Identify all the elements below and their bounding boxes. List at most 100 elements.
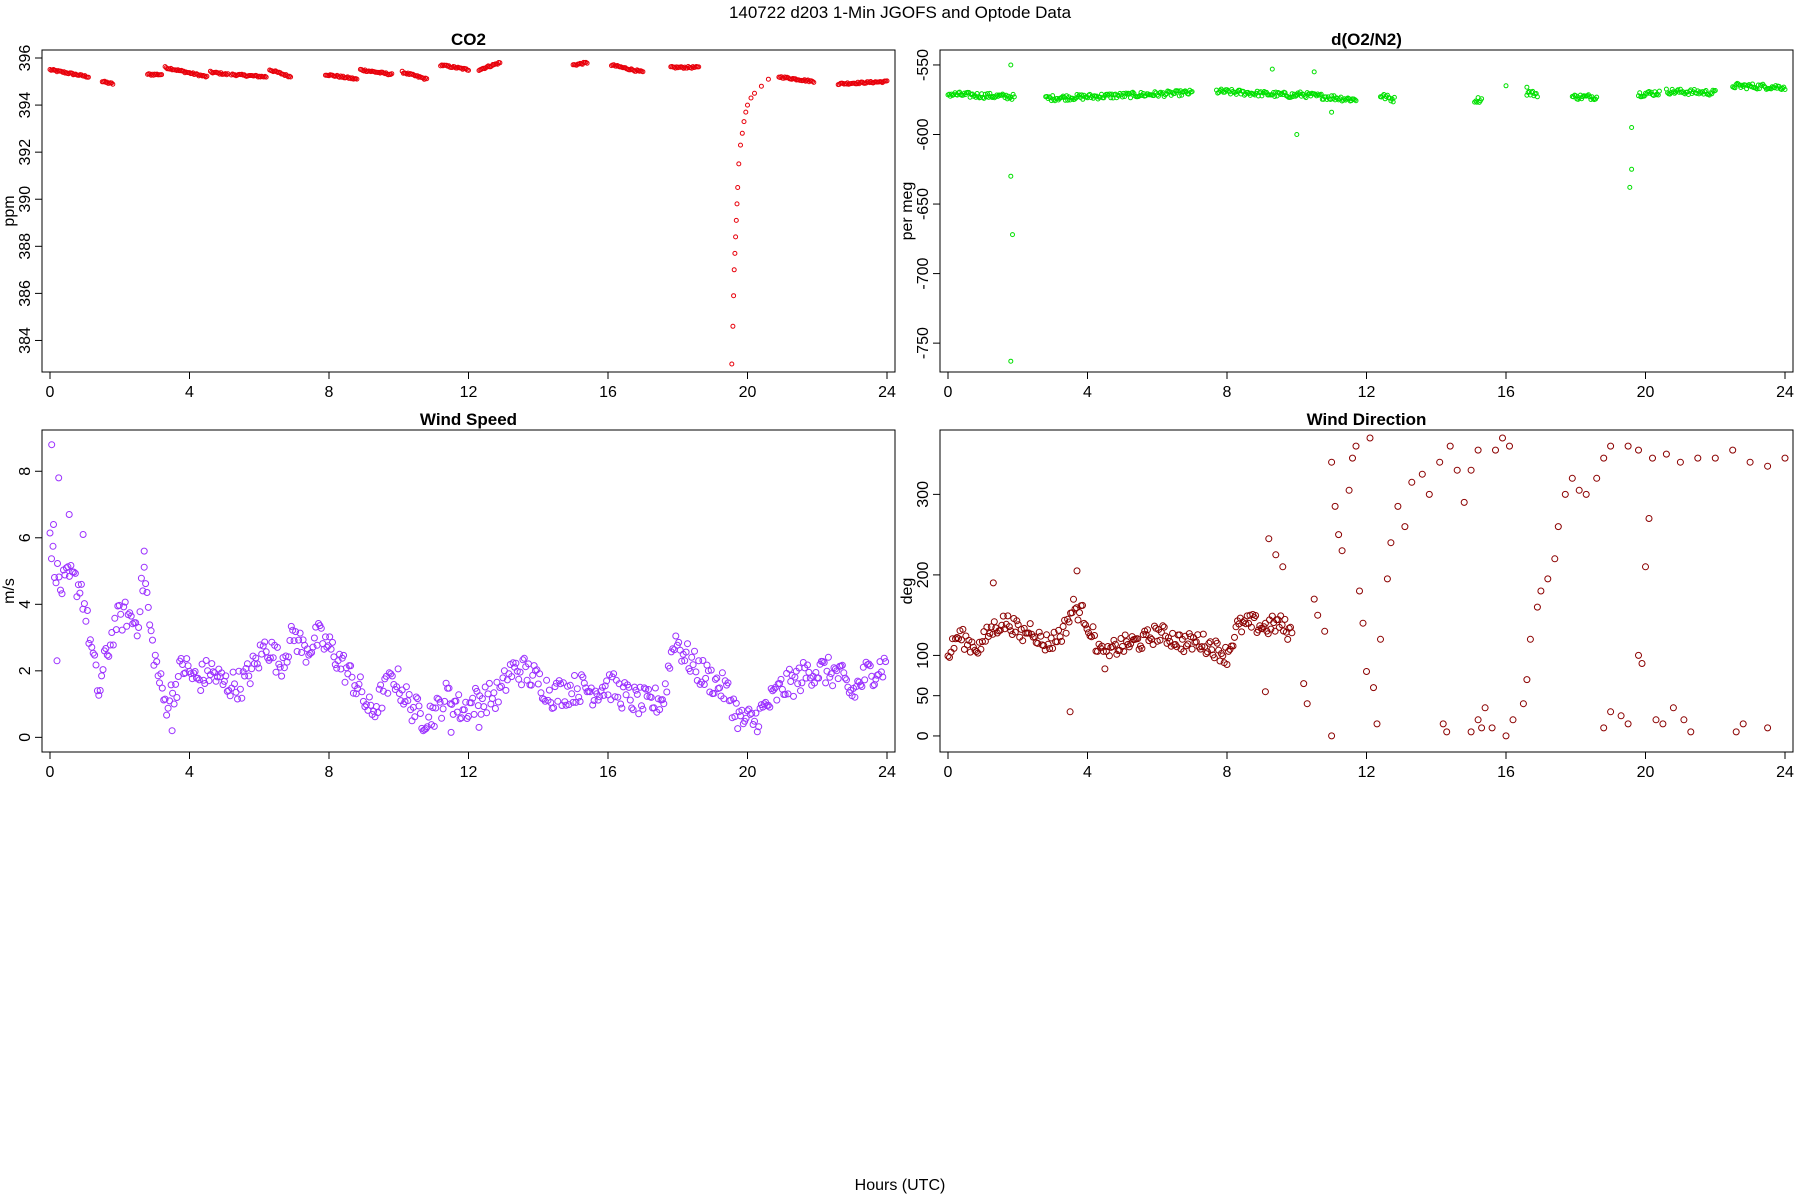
wspd-data-point: [571, 672, 578, 679]
do2n2-data-point: [1627, 184, 1633, 190]
wspd-data-point: [566, 681, 574, 689]
do2n2-data-point: [1010, 232, 1015, 238]
wspd-data-point: [253, 660, 261, 668]
wspd-y-tick-label: 4: [17, 600, 34, 609]
co2-data-point: [424, 76, 430, 82]
wspd-data-point: [57, 586, 64, 594]
wdir-data-point: [1004, 612, 1012, 620]
wspd-data-point: [261, 638, 269, 646]
wdir-data-point: [1732, 728, 1740, 736]
wspd-data-point: [298, 649, 306, 656]
wspd-data-point: [123, 622, 131, 630]
wspd-data-point: [280, 664, 288, 672]
wspd-data-point: [375, 685, 383, 693]
wdir-data-point: [1331, 502, 1339, 510]
wspd-data-point: [93, 687, 101, 695]
wspd-data-point: [229, 668, 237, 676]
wdir-data-point: [1669, 704, 1677, 712]
wspd-data-point: [882, 658, 890, 666]
wspd-data-point: [684, 640, 691, 648]
wdir-data-point: [1600, 724, 1608, 732]
wdir-data-point: [1694, 454, 1702, 462]
wspd-data-point: [405, 691, 413, 698]
wdir-data-point: [1446, 442, 1454, 450]
do2n2-data-point: [1782, 87, 1788, 92]
wdir-y-tick-label: 0: [915, 731, 932, 740]
wspd-x-tick-label: 8: [325, 764, 334, 781]
co2-x-tick-label: 12: [460, 384, 478, 401]
wdir-plot-frame: [939, 429, 1794, 753]
wspd-data-point: [573, 685, 581, 693]
wspd-data-point: [527, 681, 535, 689]
wdir-data-point: [1070, 595, 1077, 603]
co2-y-tick-label: 386: [17, 280, 34, 307]
wspd-data-point: [365, 693, 373, 701]
wspd-data-point: [76, 589, 84, 597]
do2n2-data-point: [1230, 89, 1236, 94]
wdir-data-point: [1460, 498, 1468, 506]
wspd-data-point: [286, 637, 294, 644]
wspd-data-point: [317, 624, 325, 632]
do2n2-data-point: [1079, 92, 1085, 98]
wspd-data-point: [488, 695, 496, 703]
wdir-data-point: [1746, 458, 1754, 466]
wdir-data-point: [1764, 724, 1772, 732]
do2n2-data-point: [1353, 98, 1359, 104]
do2n2-data-point: [1278, 92, 1283, 97]
do2n2-data-point: [1303, 95, 1309, 101]
wspd-data-point: [512, 659, 520, 667]
wdir-y-axis-label: deg: [899, 578, 916, 605]
wdir-data-point: [960, 645, 968, 653]
wdir-data-point: [1205, 639, 1213, 647]
wdir-data-point: [1300, 680, 1308, 688]
wdir-data-point: [1478, 724, 1486, 732]
wdir-data-point: [996, 626, 1004, 634]
wspd-data-point: [429, 704, 437, 712]
do2n2-x-tick-label: 12: [1358, 384, 1376, 401]
wspd-data-point: [785, 665, 793, 673]
wdir-data-point: [1099, 647, 1107, 655]
wspd-data-point: [490, 689, 498, 697]
wspd-data-point: [231, 680, 238, 688]
wdir-data-point: [1383, 575, 1391, 583]
wspd-data-point: [851, 693, 859, 701]
wdir-data-point: [1624, 442, 1632, 450]
wdir-data-point: [1037, 632, 1045, 640]
do2n2-x-tick-label: 20: [1637, 384, 1655, 401]
wspd-data-point: [491, 705, 499, 712]
do2n2-x-tick-label: 8: [1223, 384, 1232, 401]
wspd-data-point: [50, 521, 57, 528]
wspd-data-point: [183, 655, 191, 663]
wspd-data-point: [432, 704, 440, 712]
wspd-data-point: [496, 684, 504, 691]
wspd-data-point: [54, 560, 61, 567]
wdir-data-point: [1267, 625, 1275, 633]
wspd-data-point: [248, 665, 256, 673]
wspd-data-point: [718, 669, 726, 677]
wdir-title: Wind Direction: [1307, 410, 1427, 429]
wdir-data-point: [1481, 704, 1489, 712]
wdir-data-point: [999, 612, 1007, 620]
co2-x-tick-label: 0: [46, 384, 55, 401]
wdir-data-point: [1041, 646, 1049, 654]
wdir-data-point: [1272, 551, 1280, 559]
wspd-data-point: [770, 685, 778, 693]
do2n2-data-point: [1472, 99, 1478, 105]
do2n2-data-point: [1162, 92, 1168, 98]
wdir-data-point: [1047, 634, 1055, 642]
do2n2-data-point: [1294, 132, 1300, 137]
wdir-data-point: [1645, 515, 1653, 522]
do2n2-data-point: [1594, 94, 1600, 100]
wspd-data-point: [153, 658, 161, 666]
wdir-data-point: [1617, 712, 1625, 720]
wdir-data-point: [1502, 732, 1510, 740]
wspd-data-point: [608, 673, 616, 681]
wspd-data-point: [52, 579, 60, 587]
wspd-data-point: [438, 714, 446, 722]
wdir-data-point: [1146, 634, 1154, 642]
wspd-x-tick-label: 0: [46, 764, 55, 781]
wspd-x-tick-label: 24: [878, 764, 896, 781]
wspd-data-point: [146, 621, 154, 629]
co2-data-point: [765, 76, 771, 82]
wspd-data-point: [766, 703, 774, 711]
